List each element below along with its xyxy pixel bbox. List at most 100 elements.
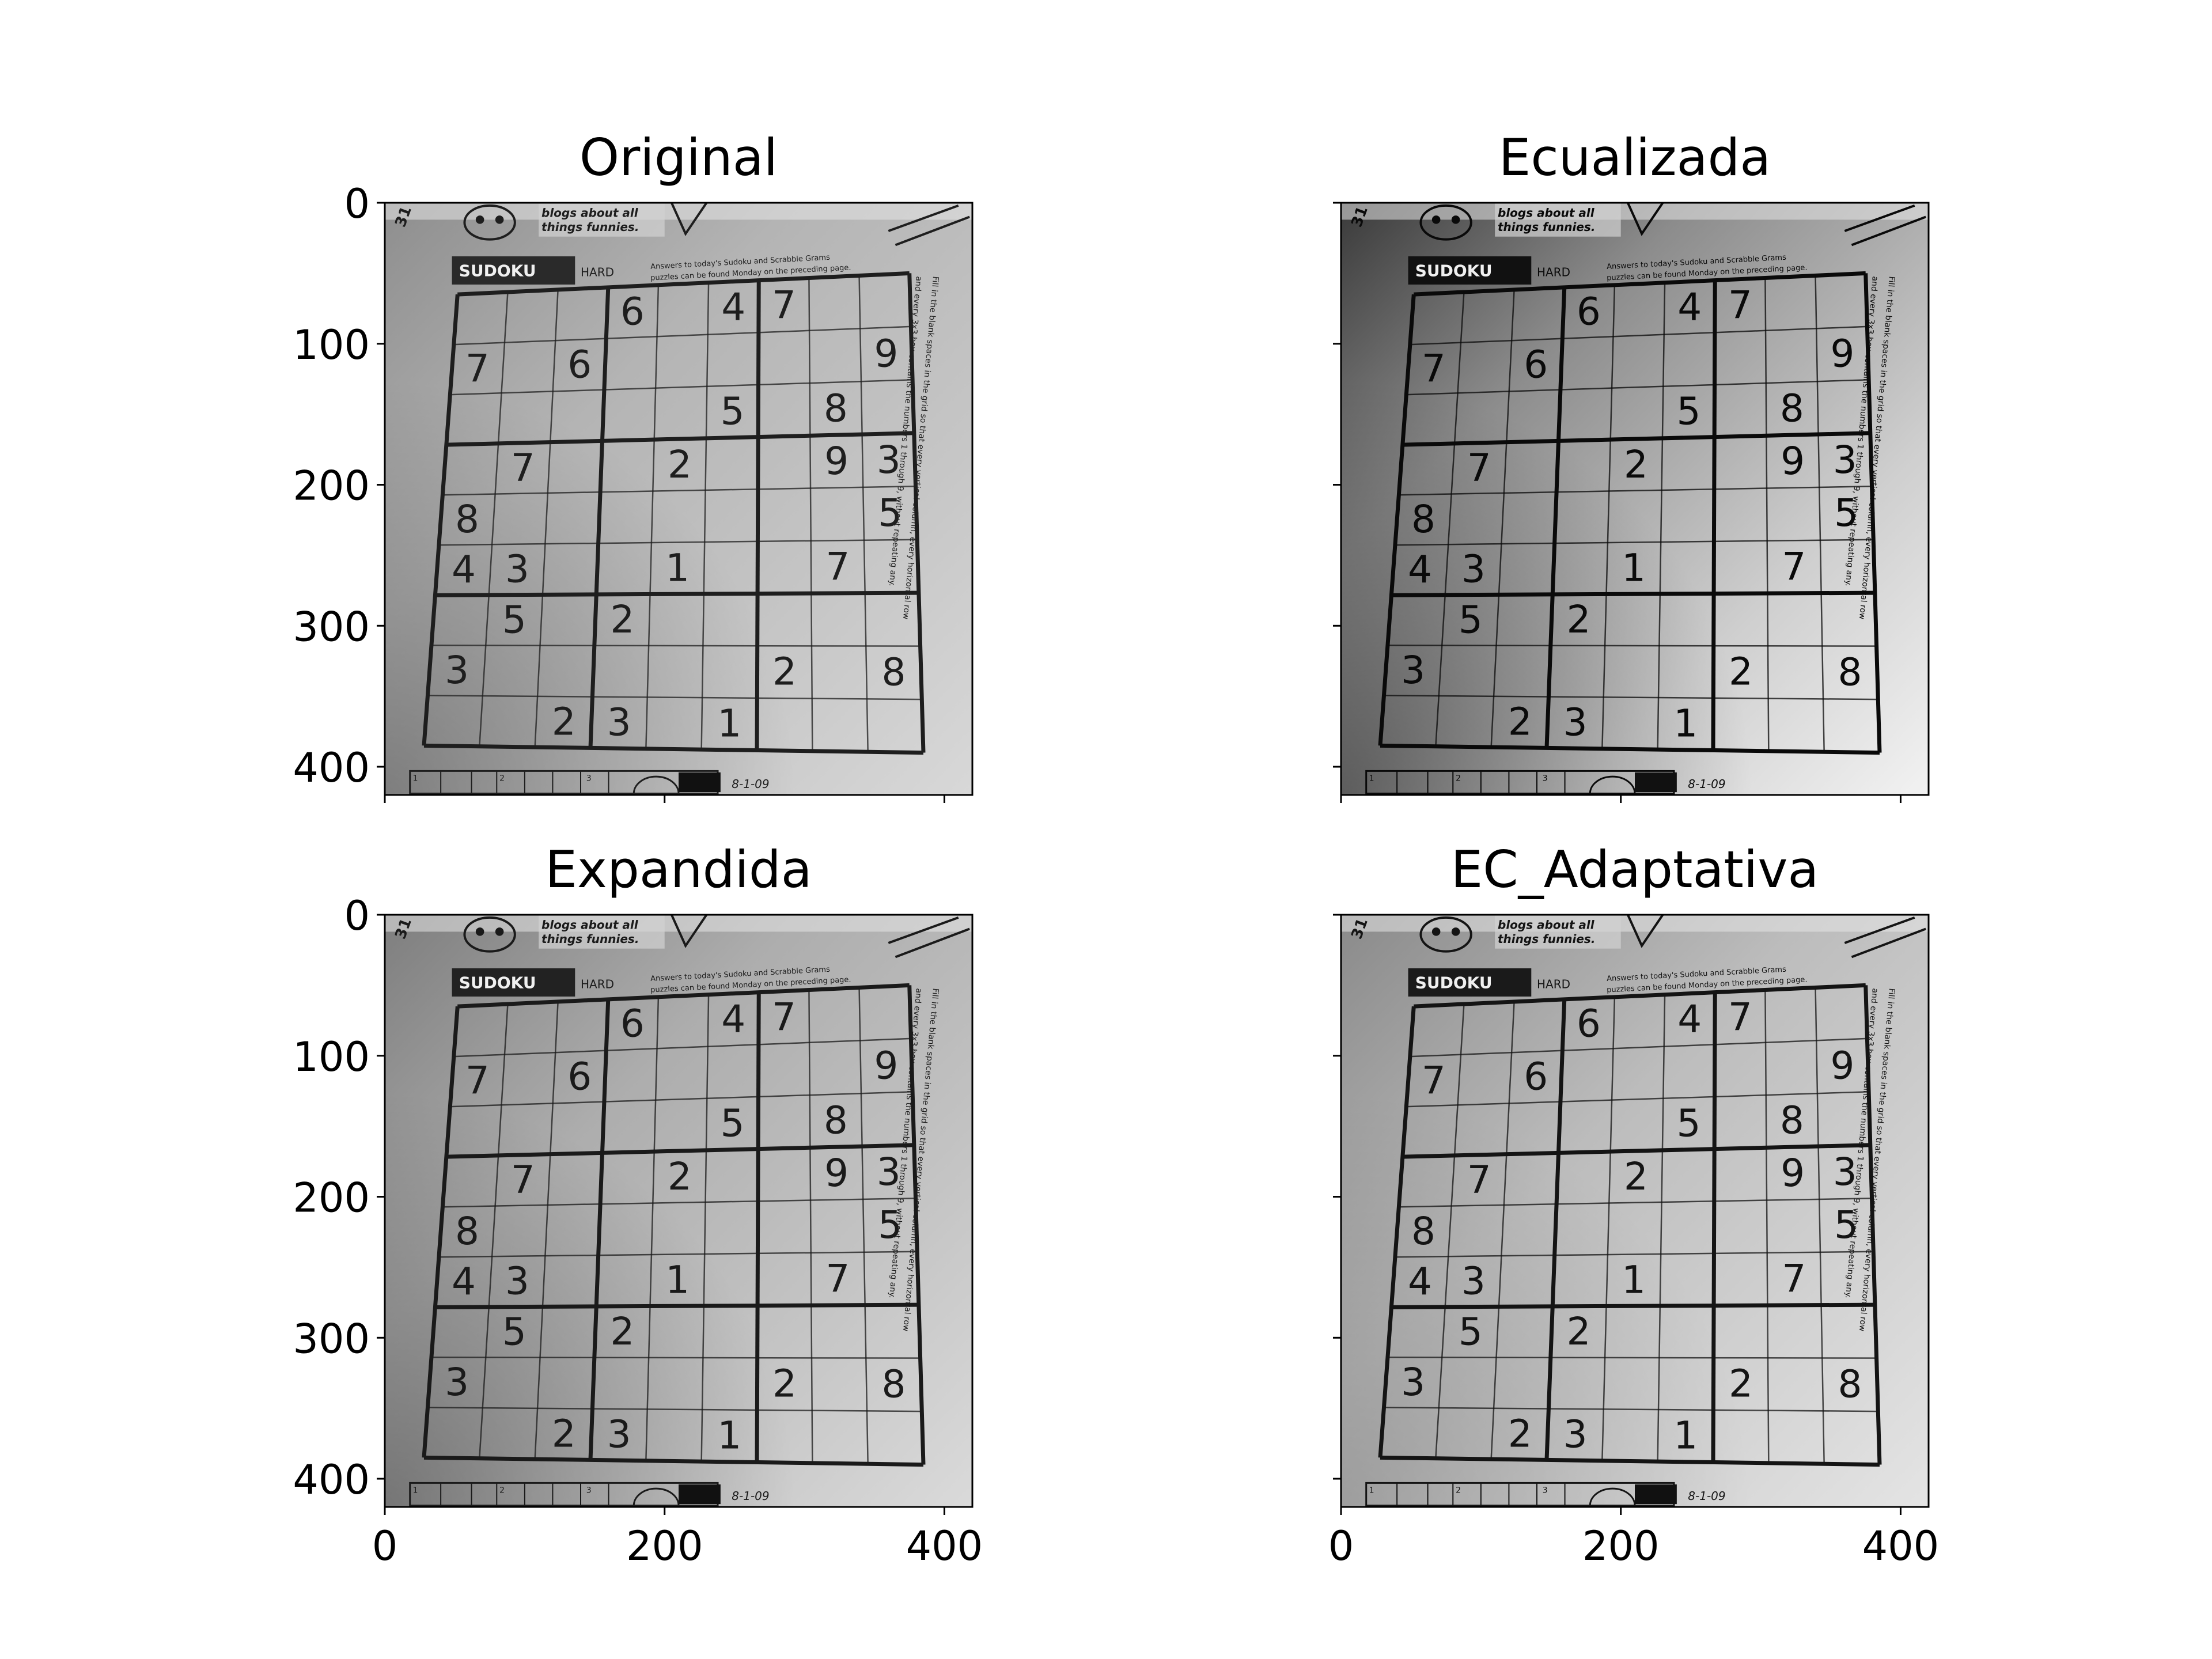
grid-digit: 6 xyxy=(567,343,592,387)
blog-caption-line1: blogs about all xyxy=(1498,206,1595,219)
grid-digit: 5 xyxy=(720,389,744,434)
grid-line-vertical xyxy=(1764,990,1770,1463)
bottom-small-number: 1 xyxy=(1369,774,1374,783)
x-tick-label: 0 xyxy=(1328,1522,1354,1570)
grid-digit: 9 xyxy=(824,439,849,483)
x-tick-label: 400 xyxy=(906,1522,983,1570)
grid-line-vertical xyxy=(1435,1003,1465,1459)
grid-digit: 6 xyxy=(1524,1055,1548,1099)
grid-line-vertical xyxy=(1863,985,1882,1465)
grid-digit: 8 xyxy=(824,1098,848,1142)
grid-digit: 2 xyxy=(668,442,692,487)
grid-line-vertical xyxy=(1544,999,1567,1460)
bottom-small-number: 1 xyxy=(1369,1486,1374,1495)
bottom-strip: 1 2 3 8-1-09 xyxy=(1365,770,1726,795)
grid-line-horizontal xyxy=(1391,590,1875,597)
bottom-strip: 1 2 3 8-1-09 xyxy=(409,770,770,795)
grid-digit: 2 xyxy=(552,1411,576,1456)
bottom-date: 8-1-09 xyxy=(732,777,769,791)
grid-line-horizontal xyxy=(1399,485,1872,496)
grid-line-horizontal xyxy=(1399,1197,1872,1208)
grid-digit: 8 xyxy=(1780,386,1804,430)
sudoku-grid: 6 4 77 6 95 87 2 9 38 54 3 1 75 23 2 82 3 1 xyxy=(1378,983,1882,1467)
grid-digit: 7 xyxy=(511,1158,535,1202)
grid-digit: 7 xyxy=(465,346,490,391)
grid-digit: 9 xyxy=(1781,1151,1805,1195)
grid-digit: 3 xyxy=(1563,700,1588,745)
bottom-small-number: 2 xyxy=(1456,1486,1461,1495)
panel-title: Ecualizada xyxy=(1499,128,1771,187)
bottom-small-number: 3 xyxy=(1543,1486,1548,1495)
grid-digit: 7 xyxy=(465,1058,490,1103)
grid-line-horizontal xyxy=(431,1357,921,1359)
grid-digit: 3 xyxy=(505,547,529,592)
bottom-date: 8-1-09 xyxy=(1688,777,1725,791)
grid-digit: 3 xyxy=(1833,438,1857,482)
y-tick-label: 0 xyxy=(344,180,370,228)
panel-title: EC_Adaptativa xyxy=(1451,840,1819,899)
blog-caption-line2: things funnies. xyxy=(541,932,639,946)
grid-digit: 5 xyxy=(720,1101,744,1146)
difficulty-label: HARD xyxy=(1537,265,1570,279)
bottom-small-number: 1 xyxy=(413,774,418,783)
grid-digit: 8 xyxy=(882,1362,906,1407)
grid-digit: 4 xyxy=(721,997,745,1041)
grid-digit: 3 xyxy=(445,1360,469,1404)
grid-line-horizontal xyxy=(1387,1357,1877,1359)
grid-digit: 8 xyxy=(455,1209,479,1253)
grid-line-vertical xyxy=(858,275,869,752)
axes-frame xyxy=(1340,914,1930,1508)
grid-line-vertical xyxy=(479,291,509,747)
grid-digit: 2 xyxy=(772,1362,797,1406)
grid-line-horizontal xyxy=(435,1302,919,1309)
grid-digit: 5 xyxy=(878,491,902,535)
grid-digit: 8 xyxy=(1838,1362,1862,1407)
grid-digit: 5 xyxy=(502,1310,527,1354)
grid-line-horizontal xyxy=(1384,1407,1878,1412)
grid-line-vertical xyxy=(1764,278,1770,751)
y-tick-label: 200 xyxy=(293,1175,370,1222)
grid-digit: 1 xyxy=(1673,702,1698,746)
grid-digit: 8 xyxy=(1838,650,1862,695)
grid-line-horizontal xyxy=(442,1197,916,1208)
y-tick-label: 100 xyxy=(293,321,370,369)
grid-digit: 3 xyxy=(877,438,901,482)
blog-caption-line2: things funnies. xyxy=(1498,932,1595,946)
grid-digit: 5 xyxy=(502,598,527,642)
grid-digit: 2 xyxy=(1729,1362,1753,1406)
grid-line-horizontal xyxy=(446,431,914,447)
grid-digit: 9 xyxy=(824,1151,849,1195)
grid-digit: 2 xyxy=(772,650,797,694)
grid-line-vertical xyxy=(422,294,460,746)
grid-digit: 1 xyxy=(665,546,690,590)
difficulty-label: HARD xyxy=(581,977,614,991)
grid-line-horizontal xyxy=(423,743,924,755)
y-tick-label: 300 xyxy=(293,603,370,650)
y-tick-label: 300 xyxy=(293,1315,370,1362)
grid-line-vertical xyxy=(1657,994,1666,1462)
grid-line-horizontal xyxy=(1402,1143,1870,1159)
grid-digit: 2 xyxy=(1729,650,1753,694)
grid-digit: 9 xyxy=(1781,439,1805,483)
bottom-small-number: 3 xyxy=(1543,774,1548,783)
puzzle-name: SUDOKU xyxy=(1415,261,1493,280)
grid-digit: 3 xyxy=(1461,547,1486,592)
grid-line-horizontal xyxy=(435,590,919,597)
grid-digit: 8 xyxy=(1411,497,1435,541)
grid-digit: 2 xyxy=(552,699,576,744)
grid-digit: 5 xyxy=(1676,1101,1700,1146)
axes-frame xyxy=(384,914,974,1508)
grid-line-horizontal xyxy=(1380,743,1880,755)
grid-line-horizontal xyxy=(1402,431,1870,447)
grid-line-vertical xyxy=(534,289,559,748)
grid-digit: 2 xyxy=(1624,442,1648,487)
grid-digit: 7 xyxy=(511,446,535,490)
grid-digit: 6 xyxy=(567,1055,592,1099)
